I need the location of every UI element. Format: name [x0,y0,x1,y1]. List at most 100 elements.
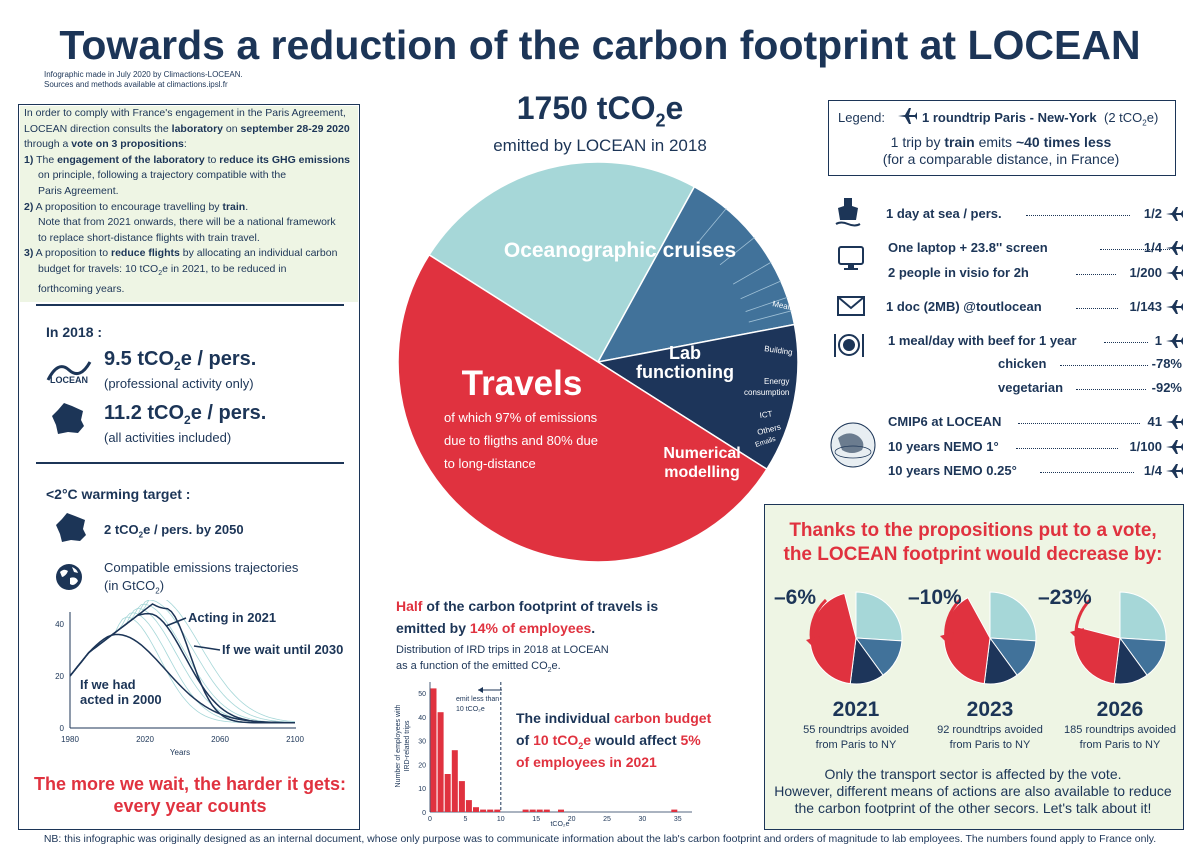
travels-note: to long-distance [444,456,536,471]
sub-divider [697,208,727,243]
equivalent-label: 10 years NEMO 1° [888,439,999,454]
y-tick: 20 [55,672,64,681]
threshold-note: emit less than [456,696,499,703]
legend-train-note: (for a comparable distance, in France) [882,151,1120,167]
legend-box [828,100,1176,176]
hist-x-tick: 35 [674,816,682,823]
sub-divider [745,296,788,312]
plane-icon [898,108,917,124]
equivalent-value: 1/200 [1129,265,1162,280]
reduction-slice [943,597,991,685]
ship-icon [835,198,861,227]
x-tick: 2020 [136,735,154,744]
equivalent-value: 41 [1147,414,1162,429]
locean-logo: LOCEAN [46,356,92,386]
sub-label: Energy [764,377,789,386]
histogram-bar [558,809,564,812]
equivalent-value: 1/100 [1129,439,1162,454]
travel-half-line1: Half of the carbon footprint of travels … [396,598,659,614]
distribution-subtitle: as a function of the emitted CO2e. [396,660,561,675]
plane-icon [1166,464,1183,478]
sub-divider [732,261,772,285]
travels-note: due to fligths and 80% due [444,433,598,448]
hist-x-tick: 15 [532,816,540,823]
model-globe-icon [830,422,876,468]
reduction-pie [940,591,1037,685]
hist-y-tick: 0 [422,810,426,817]
reduction-pie [1070,591,1167,685]
plane-icon [1166,415,1183,429]
histogram-bar [480,809,487,812]
divider [36,462,344,464]
equivalent-value: -78% [1151,356,1182,371]
trajectories-unit: (in GtCO2) [104,578,165,596]
plane-icon [1166,300,1183,314]
legend-prefix: Legend: [838,110,885,125]
slice-label-numerical: Numerical [663,445,740,462]
reduction-percent: –23% [1038,586,1092,609]
equivalent-label: 1 doc (2MB) @toutlocean [886,299,1042,314]
equivalent-label: vegetarian [998,380,1064,395]
histogram-bar [529,809,536,812]
conclusion-line2: every year counts [113,796,267,816]
propositions-heading1: Thanks to the propositions put to a vote… [789,520,1157,541]
sub-label: Meals [772,299,795,312]
per-person-value: 9.5 tCO2e / pers. [104,348,257,373]
hist-y-tick: 20 [418,763,426,770]
meal-icon [834,334,864,357]
conclusion-line1: The more we wait, the harder it gets: [33,774,347,794]
proposition-year: 2026 [1096,698,1144,721]
in-2018-heading: In 2018 : [46,324,103,340]
emissions-pie-chart: Oceanographic cruises Travels of which 9… [397,161,799,563]
propositions-foot1: Only the transport sector is affected by… [824,766,1122,782]
distribution-title: Distribution of IRD trips in 2018 at LOC… [396,644,609,656]
hist-y-label: IRD-related trips [404,720,411,771]
annotation-2000a: If we had [80,677,136,692]
trajectories-label: Compatible emissions trajectories [104,560,299,575]
legend-plane-text: 1 roundtrip Paris - New-York [922,110,1097,125]
hist-x-tick: 5 [463,816,467,823]
proposition-year: 2021 [832,698,880,721]
footnote: NB: this infographic was originally desi… [43,833,1157,845]
hist-x-label: tCO₂e [550,821,569,828]
reduction-slice [855,591,903,642]
slice-label-travels: Travels [462,364,583,403]
histogram-bar [473,807,479,812]
budget-line1: The individual carbon budget [516,710,712,726]
hist-x-tick: 0 [428,816,432,823]
x-tick: 2060 [211,735,229,744]
y-tick: 40 [55,620,64,629]
y-tick: 0 [60,724,65,733]
divider [36,304,344,306]
proposition-note: from Paris to NY [815,739,897,751]
leader-dots [1018,423,1140,424]
leader-dots [1104,342,1148,343]
leader-dots [1100,249,1170,250]
trajectory-line-2030 [69,603,295,724]
histogram-bar [522,809,529,812]
per-person-note: (professional activity only) [104,376,254,391]
reduction-percent: –6% [774,586,817,609]
annotation-2030: If we wait until 2030 [222,642,343,657]
france-icon [54,512,88,549]
equivalent-label: 2 people in visio for 2h [888,265,1029,280]
hist-y-tick: 50 [418,691,426,698]
histogram-bar [494,809,501,812]
slice-label-cruises: Oceanographic cruises [504,239,736,262]
slice-label-lab: Lab [669,343,701,363]
threshold-arrow-head [478,687,483,693]
sub-divider [719,237,755,266]
equivalent-value: 1/4 [1143,463,1162,478]
laptop-icon [838,246,864,270]
equivalent-label: 10 years NEMO 0.25° [888,463,1017,478]
svg-text:LOCEAN: LOCEAN [50,375,88,385]
histogram-bar [430,688,437,812]
equivalent-value: 1/4 [1143,240,1162,255]
legend-plane-note: (2 tCO2e) [1104,110,1159,128]
plane-icon [1166,334,1183,348]
proposition-note: from Paris to NY [1079,739,1161,751]
propositions-foot2: However, different means of actions are … [774,783,1172,799]
intro-text: In order to comply with France's engagem… [24,107,351,295]
equivalent-value: 1/2 [1143,206,1162,221]
equivalent-value: 1 [1154,333,1162,348]
